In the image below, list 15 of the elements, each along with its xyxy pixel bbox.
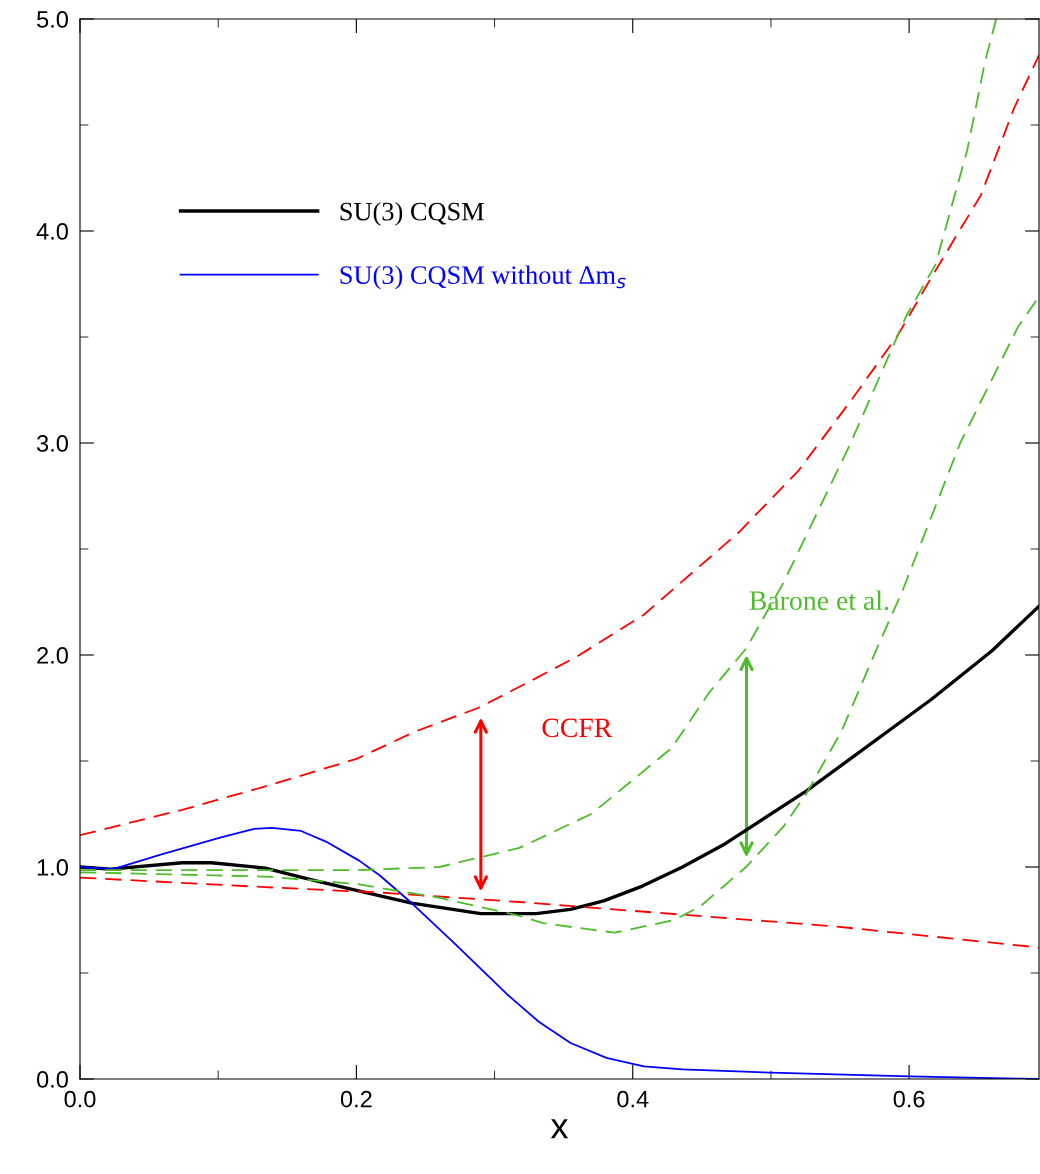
x-axis-title: x bbox=[550, 1119, 569, 1139]
y-tick-label: 5.0 bbox=[37, 11, 68, 28]
y-tick-label: 0.0 bbox=[36, 1071, 68, 1088]
annotation: Barone et al. bbox=[749, 590, 889, 611]
text: SU(3) CQSM without Δm$_{s}$ bbox=[340, 265, 626, 290]
x-tick-label: 0.0 bbox=[64, 1090, 96, 1108]
y-tick-label: 1.0 bbox=[37, 859, 68, 876]
annotation: CCFR bbox=[542, 718, 613, 738]
y-tick-label: 3.0 bbox=[36, 435, 68, 452]
x-tick-label: 0.6 bbox=[893, 1090, 925, 1108]
x-tick-label: 0.4 bbox=[617, 1090, 649, 1108]
y-tick-label: 2.0 bbox=[37, 647, 68, 664]
y-tick-label: 4.0 bbox=[36, 223, 68, 240]
x-tick-label: 0.2 bbox=[340, 1090, 372, 1108]
text: SU(3) CQSM bbox=[340, 201, 484, 226]
